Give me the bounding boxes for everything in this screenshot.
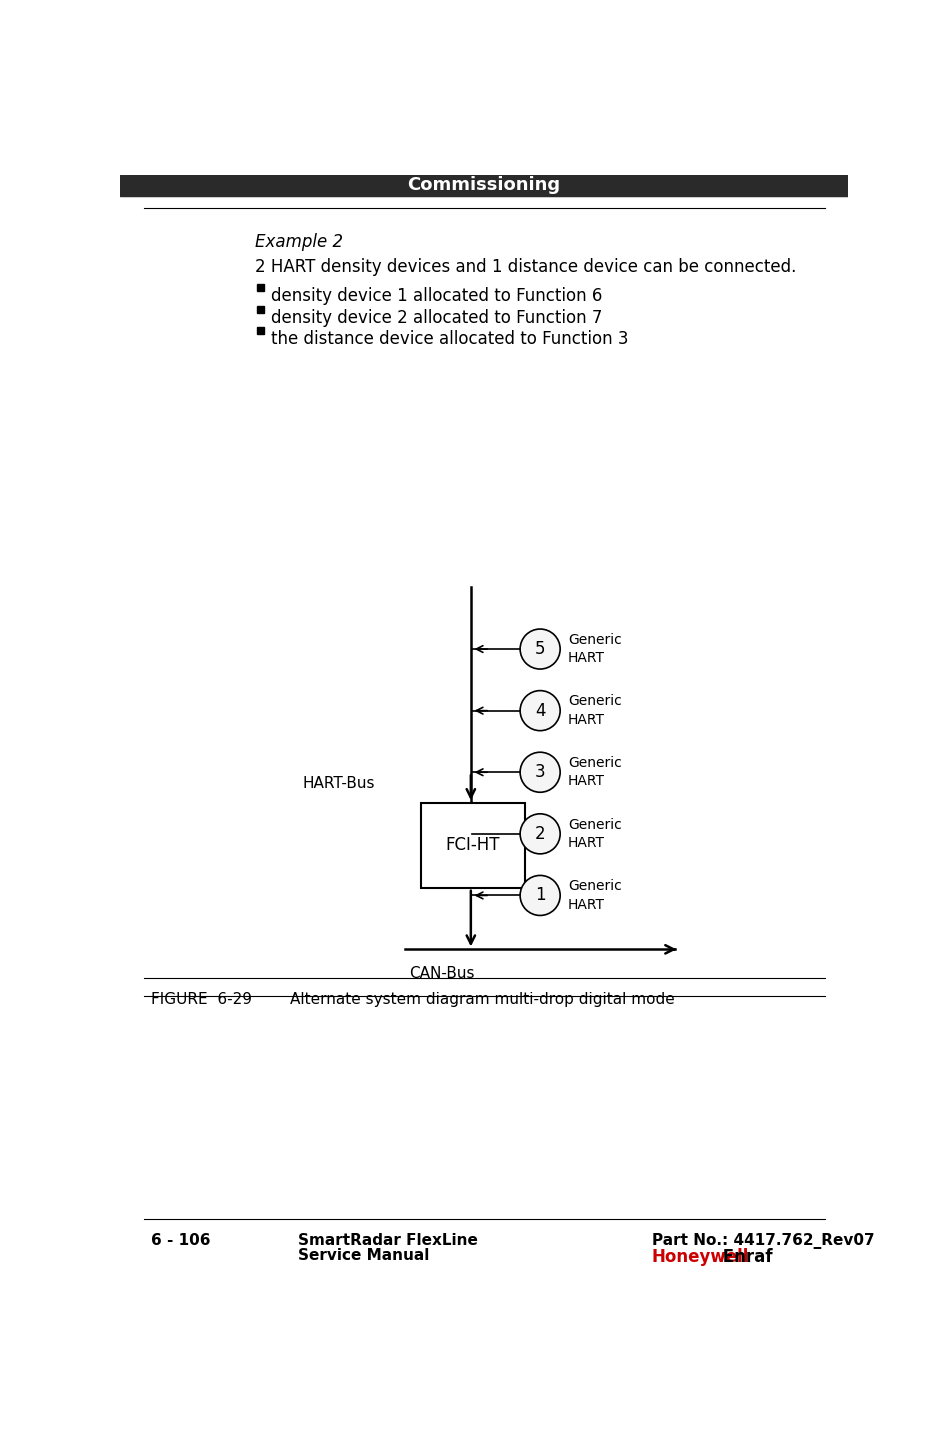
Text: FIGURE  6-29: FIGURE 6-29 [151,992,252,1006]
Text: Generic
HART: Generic HART [567,756,621,789]
Text: density device 2 allocated to Function 7: density device 2 allocated to Function 7 [270,309,601,326]
Circle shape [519,753,560,792]
Text: 2 HART density devices and 1 distance device can be connected.: 2 HART density devices and 1 distance de… [255,258,796,275]
Text: Generic
HART: Generic HART [567,879,621,911]
Text: 4: 4 [534,702,545,719]
Text: Alternate system diagram multi-drop digital mode: Alternate system diagram multi-drop digi… [290,992,674,1006]
Text: density device 1 allocated to Function 6: density device 1 allocated to Function 6 [270,287,601,306]
Text: 2: 2 [534,826,545,843]
Text: 3: 3 [534,763,545,782]
Text: 5: 5 [534,641,545,658]
Circle shape [519,690,560,731]
Text: Example 2: Example 2 [255,233,343,252]
Text: SmartRadar FlexLine: SmartRadar FlexLine [297,1233,477,1248]
Text: Part No.: 4417.762_Rev07: Part No.: 4417.762_Rev07 [651,1233,873,1249]
Text: Generic
HART: Generic HART [567,695,621,727]
Text: FCI-HT: FCI-HT [445,836,499,855]
Circle shape [519,814,560,853]
Text: HART-Bus: HART-Bus [302,776,374,791]
Text: Service Manual: Service Manual [297,1248,429,1264]
Circle shape [519,629,560,670]
Text: Honeywell: Honeywell [651,1248,749,1267]
Text: 6 - 106: 6 - 106 [151,1233,211,1248]
Text: Commissioning: Commissioning [407,176,560,195]
Bar [257,284,263,291]
Bar [120,175,848,197]
Bar [257,328,263,333]
Bar [257,306,263,313]
Bar [420,804,524,888]
Text: Generic
HART: Generic HART [567,818,621,850]
Text: the distance device allocated to Function 3: the distance device allocated to Functio… [270,331,628,348]
Text: CAN-Bus: CAN-Bus [409,967,474,981]
Text: Enraf: Enraf [716,1248,772,1267]
Text: Generic
HART: Generic HART [567,633,621,665]
Text: 1: 1 [534,887,545,904]
Circle shape [519,875,560,916]
